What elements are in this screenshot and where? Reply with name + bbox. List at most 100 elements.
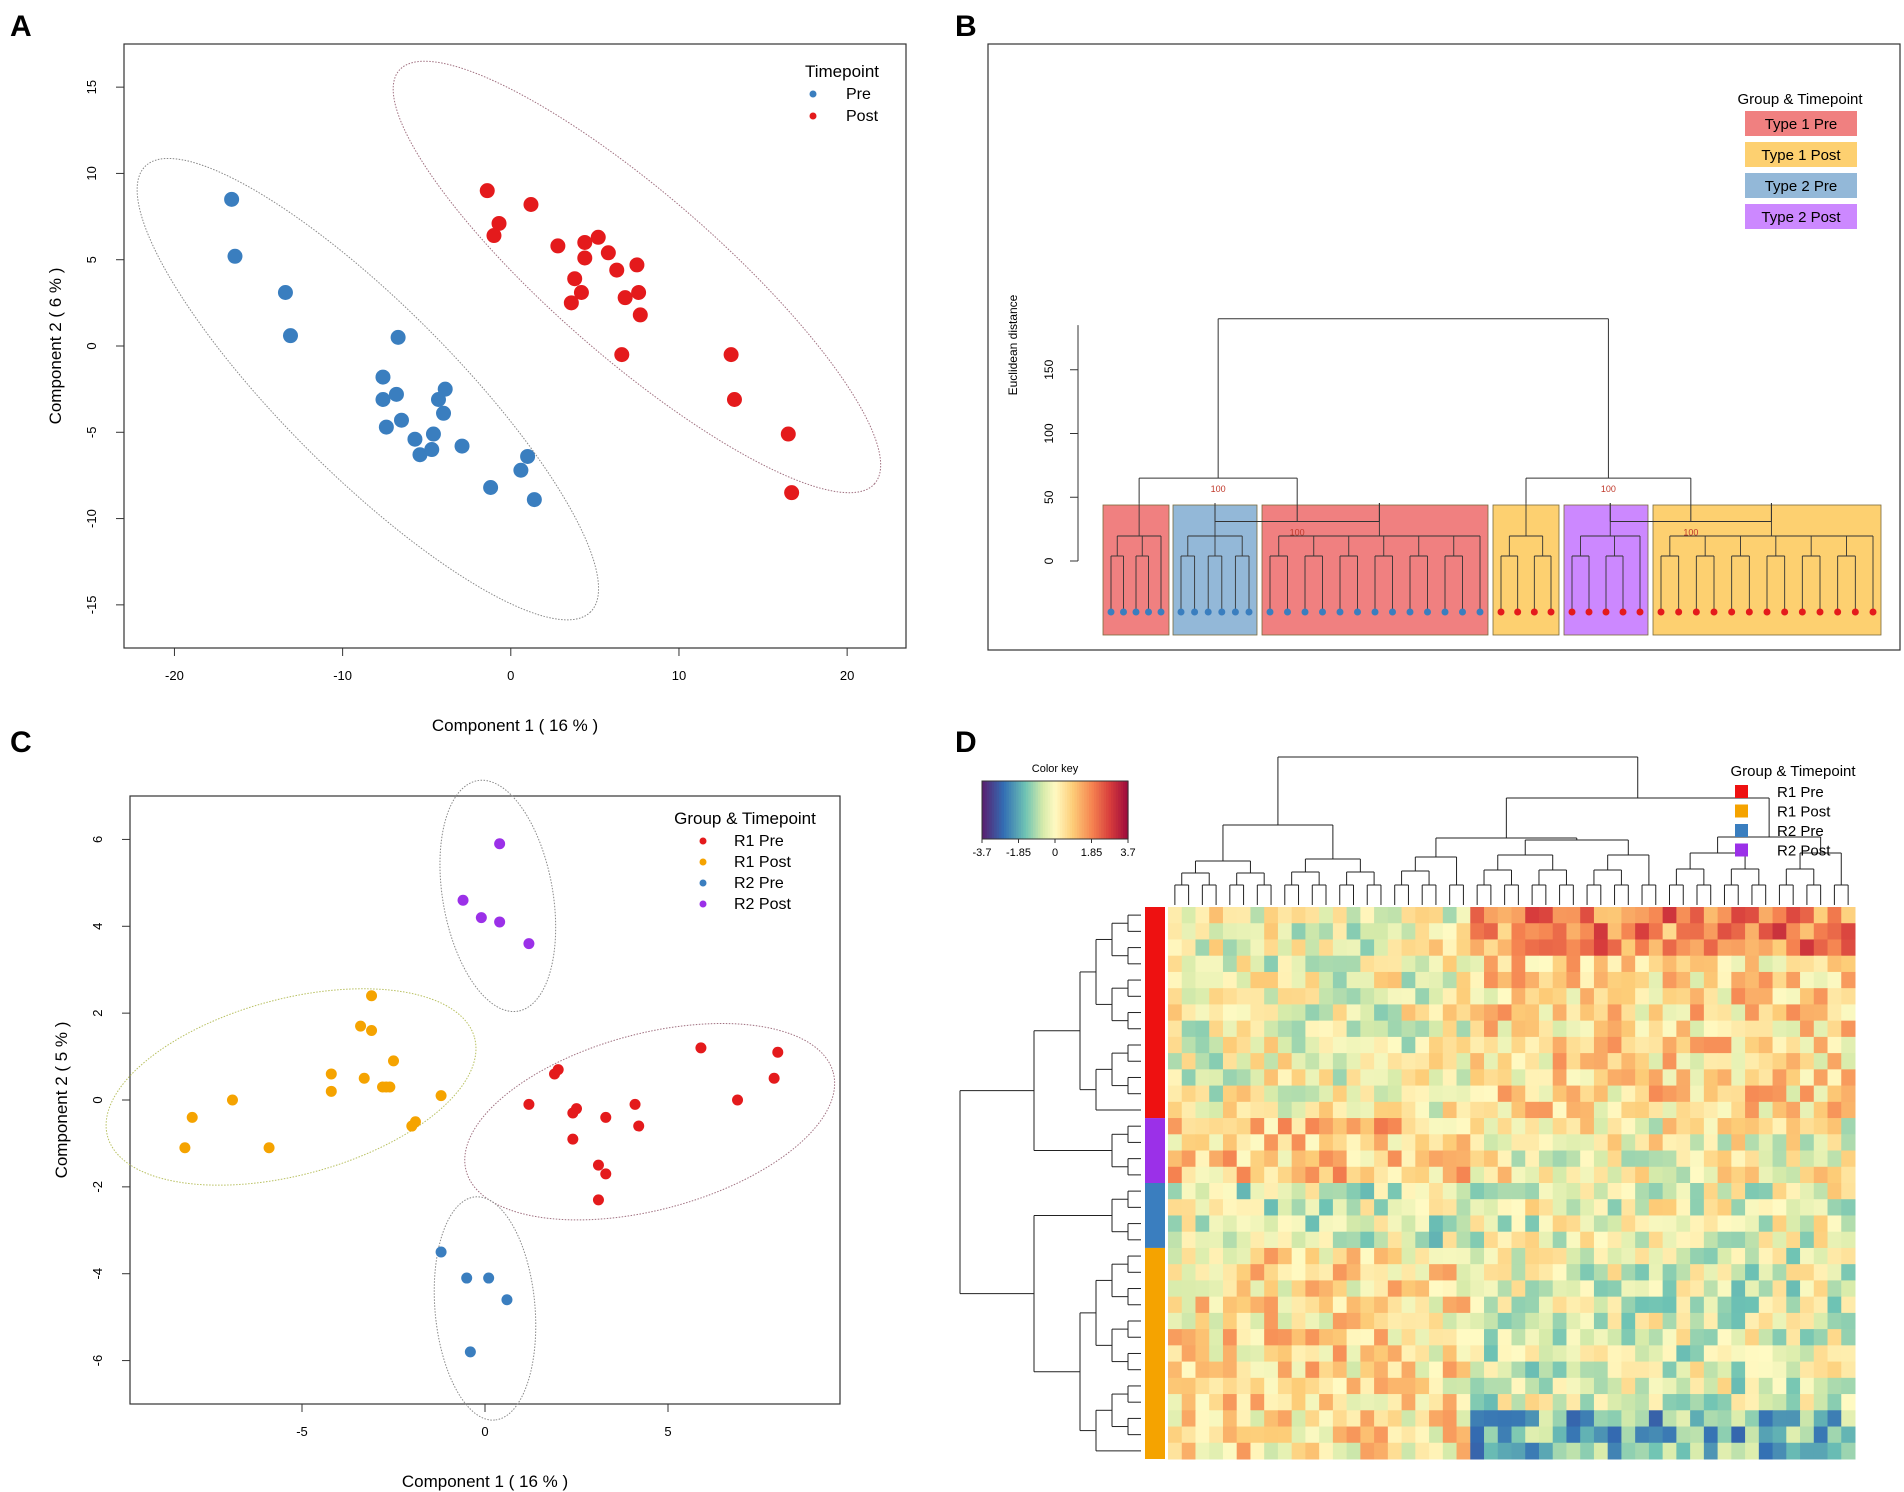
- heatmap-cell: [1250, 939, 1265, 957]
- heatmap-cell: [1635, 1345, 1650, 1363]
- heatmap-cell: [1277, 1280, 1293, 1298]
- heatmap-cell: [1566, 939, 1581, 957]
- heatmap-cell: [1772, 1329, 1787, 1346]
- heatmap-cell: [1442, 1442, 1458, 1460]
- heatmap-cell: [1648, 1329, 1664, 1346]
- heatmap-cell: [1497, 955, 1512, 973]
- heatmap-cell: [1291, 1199, 1306, 1216]
- heatmap-cell: [1442, 939, 1458, 957]
- heatmap-cell: [1497, 971, 1512, 989]
- data-point-r1-pre: [600, 1168, 612, 1180]
- heatmap-cell: [1511, 1166, 1526, 1184]
- heatmap-cell: [1552, 1312, 1567, 1330]
- heatmap-cell: [1415, 1150, 1430, 1168]
- data-point-r1-pre: [732, 1094, 744, 1106]
- heatmap-cell: [1360, 1199, 1375, 1216]
- heatmap-cell: [1635, 1361, 1650, 1379]
- data-point-post: [609, 262, 625, 278]
- heatmap-cell: [1332, 1312, 1348, 1330]
- heatmap-cell: [1181, 1345, 1196, 1363]
- heatmap-cell: [1236, 1085, 1251, 1103]
- heatmap-cell: [1195, 1231, 1210, 1249]
- heatmap-cell: [1525, 1053, 1540, 1070]
- heatmap-cell: [1484, 1345, 1499, 1363]
- heatmap-cell: [1662, 1166, 1677, 1184]
- heatmap-cell: [1538, 1410, 1554, 1428]
- heatmap-cell: [1442, 1101, 1458, 1119]
- heatmap-cell: [1387, 1053, 1403, 1070]
- leaf-marker: [1869, 608, 1877, 616]
- heatmap-cell: [1745, 1004, 1760, 1022]
- heatmap-cell: [1593, 1247, 1609, 1265]
- heatmap-cell: [1800, 1394, 1815, 1411]
- heatmap-cell: [1497, 923, 1512, 940]
- heatmap-cell: [1497, 1020, 1512, 1038]
- heatmap-cell: [1236, 955, 1251, 973]
- leaf-marker: [1231, 608, 1239, 616]
- heatmap-cell: [1676, 1312, 1691, 1330]
- heatmap-cell: [1607, 955, 1622, 973]
- heatmap-cell: [1538, 1361, 1554, 1379]
- heatmap-cell: [1786, 1036, 1801, 1054]
- heatmap-cell: [1319, 1118, 1334, 1135]
- heatmap-cell: [1676, 1215, 1691, 1233]
- heatmap-cell: [1566, 1377, 1581, 1395]
- heatmap-cell: [1552, 1215, 1567, 1233]
- heatmap-cell: [1552, 1134, 1567, 1152]
- heatmap-cell: [1250, 1004, 1265, 1022]
- heatmap-cell: [1195, 1215, 1210, 1233]
- heatmap-cell: [1580, 1280, 1595, 1298]
- heatmap-cell: [1731, 1231, 1746, 1249]
- heatmap-cell: [1786, 1085, 1801, 1103]
- heatmap-cell: [1772, 1264, 1787, 1281]
- heatmap-cell: [1456, 1231, 1471, 1249]
- heatmap-cell: [1717, 923, 1732, 940]
- heatmap-cell: [1291, 1361, 1306, 1379]
- heatmap-cell: [1827, 1296, 1842, 1314]
- heatmap-cell: [1195, 1361, 1210, 1379]
- heatmap-cell: [1470, 1361, 1485, 1379]
- heatmap-cell: [1621, 1231, 1636, 1249]
- heatmap-cell: [1401, 1329, 1416, 1346]
- heatmap-cell: [1648, 907, 1664, 924]
- heatmap-cell: [1291, 1231, 1306, 1249]
- color-key-swatch: [1074, 781, 1078, 839]
- heatmap-cell: [1525, 1247, 1540, 1265]
- heatmap-cell: [1813, 1118, 1829, 1135]
- heatmap-cell: [1566, 1020, 1581, 1038]
- heatmap-cell: [1236, 1329, 1251, 1346]
- heatmap-cell: [1621, 1053, 1636, 1070]
- heatmap-cell: [1758, 1085, 1774, 1103]
- heatmap-cell: [1374, 1410, 1389, 1428]
- heatmap-cell: [1772, 1345, 1787, 1363]
- heatmap-cell: [1429, 1410, 1444, 1428]
- heatmap-cell: [1758, 907, 1774, 924]
- heatmap-cell: [1772, 939, 1787, 957]
- heatmap-cell: [1525, 988, 1540, 1005]
- heatmap-cell: [1346, 1004, 1361, 1022]
- heatmap-cell: [1374, 1329, 1389, 1346]
- data-point-post: [617, 290, 633, 306]
- data-point-pre: [378, 419, 394, 435]
- heatmap-cell: [1168, 1101, 1183, 1119]
- heatmap-cell: [1250, 1312, 1265, 1330]
- heatmap-cell: [1538, 1085, 1554, 1103]
- leaf-marker: [1319, 608, 1326, 616]
- heatmap-cell: [1360, 1410, 1375, 1428]
- heatmap-cell: [1800, 1329, 1815, 1346]
- heatmap-cell: [1717, 1264, 1732, 1281]
- heatmap-cell: [1813, 1020, 1829, 1038]
- heatmap-cell: [1222, 1280, 1238, 1298]
- heatmap-cell: [1552, 939, 1567, 957]
- heatmap-cell: [1346, 1264, 1361, 1281]
- heatmap-cell: [1236, 1199, 1251, 1216]
- x-tick-label: -5: [296, 1424, 308, 1439]
- heatmap-cell: [1415, 1361, 1430, 1379]
- leaf-marker: [1763, 608, 1771, 616]
- color-key-swatch: [994, 781, 998, 839]
- color-key-swatch: [1106, 781, 1110, 839]
- heatmap-cell: [1332, 988, 1348, 1005]
- heatmap-cell: [1690, 1345, 1705, 1363]
- heatmap-cell: [1731, 988, 1746, 1005]
- legend-marker: [809, 112, 817, 120]
